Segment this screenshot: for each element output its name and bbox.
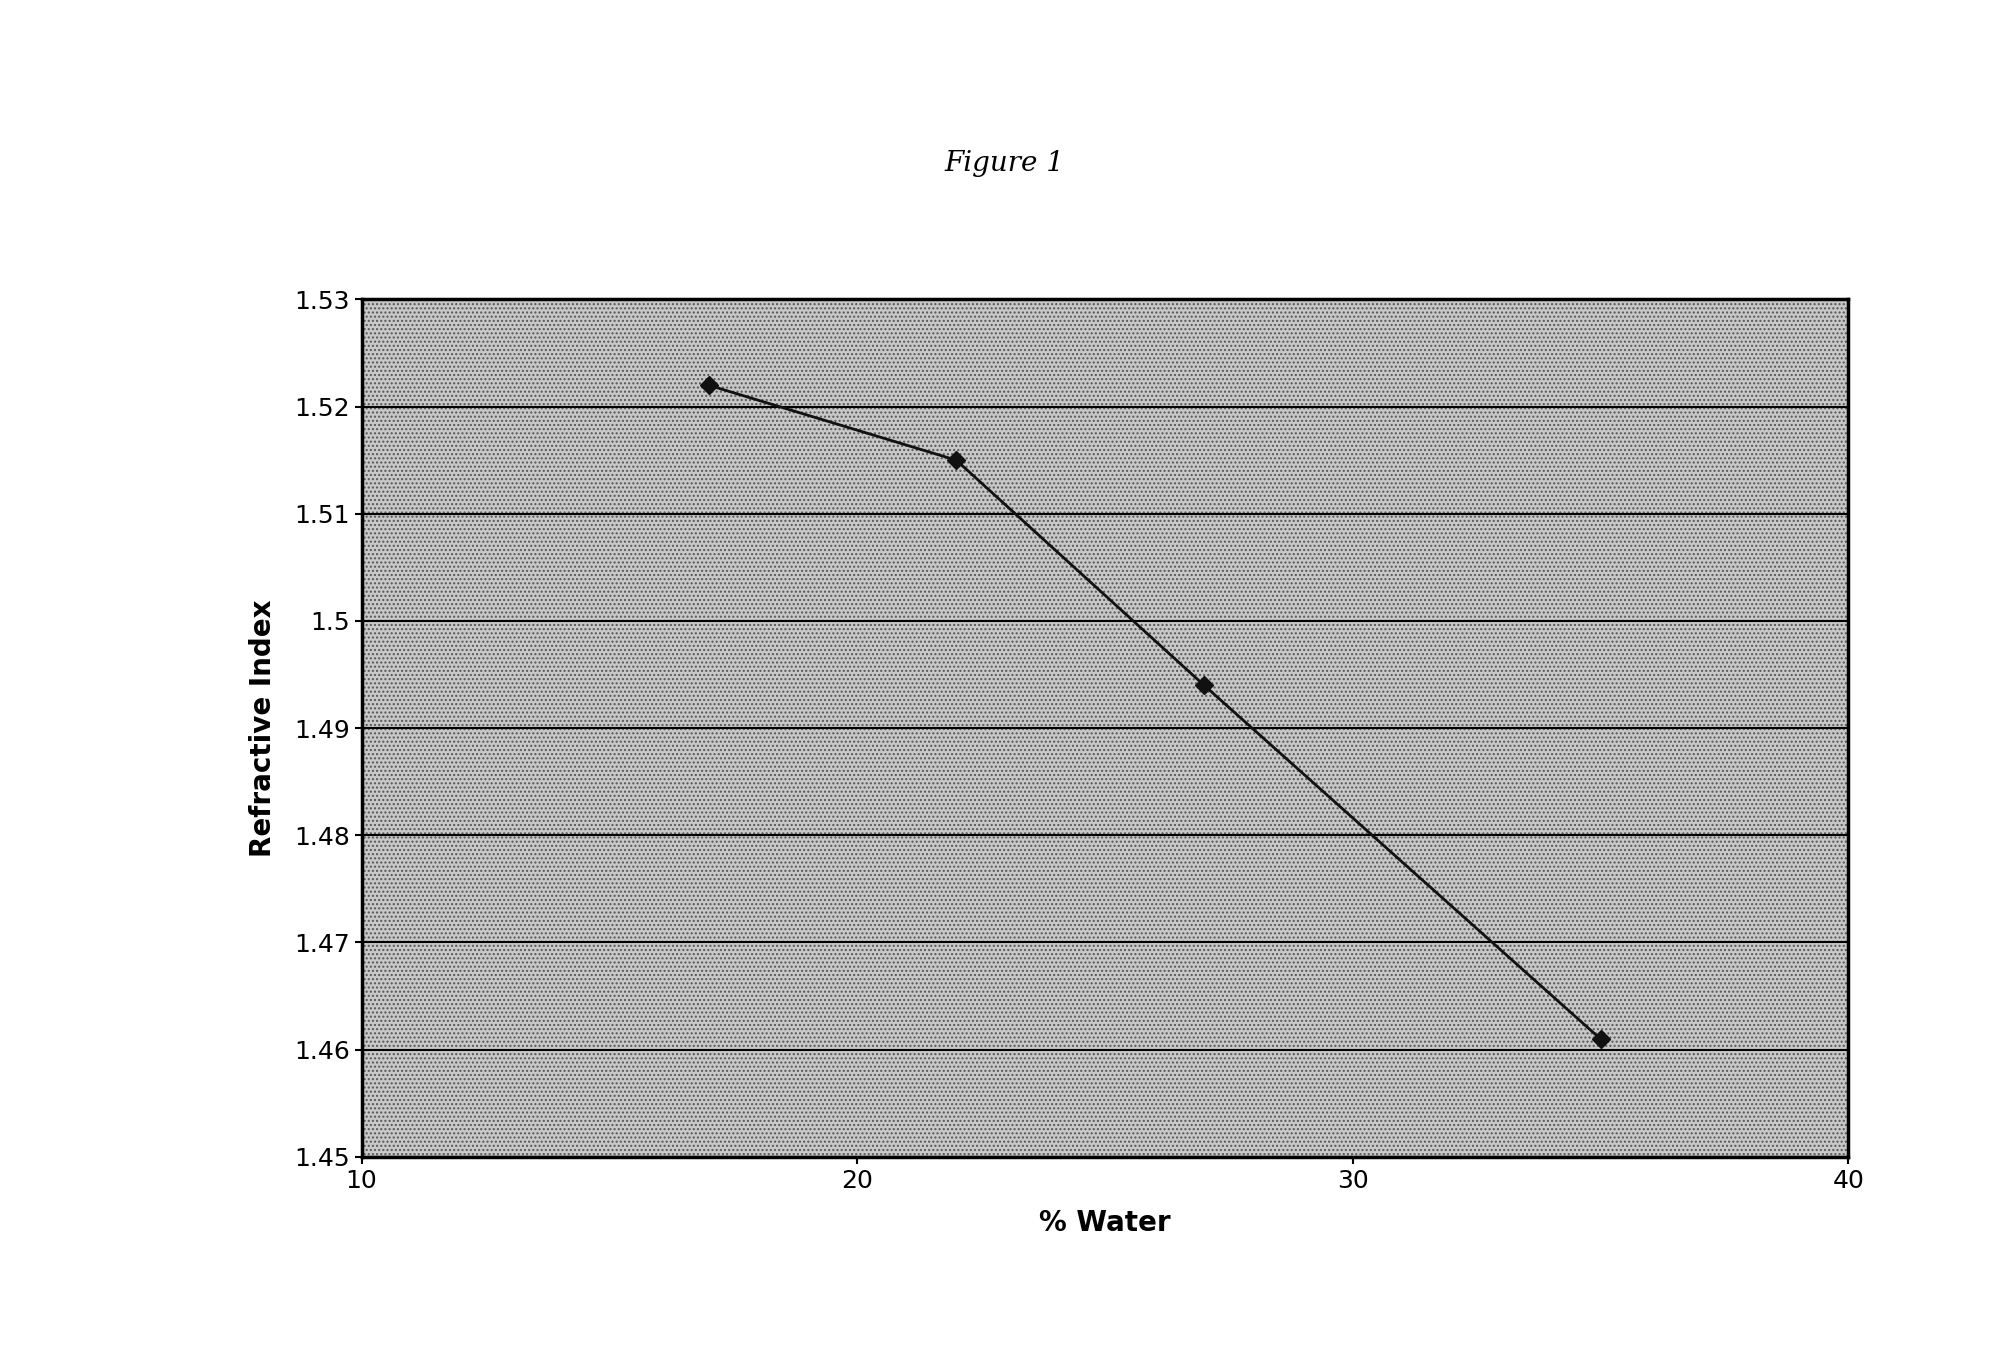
Text: Figure 1: Figure 1 — [944, 150, 1065, 177]
X-axis label: % Water: % Water — [1039, 1210, 1171, 1237]
Y-axis label: Refractive Index: Refractive Index — [249, 599, 277, 857]
